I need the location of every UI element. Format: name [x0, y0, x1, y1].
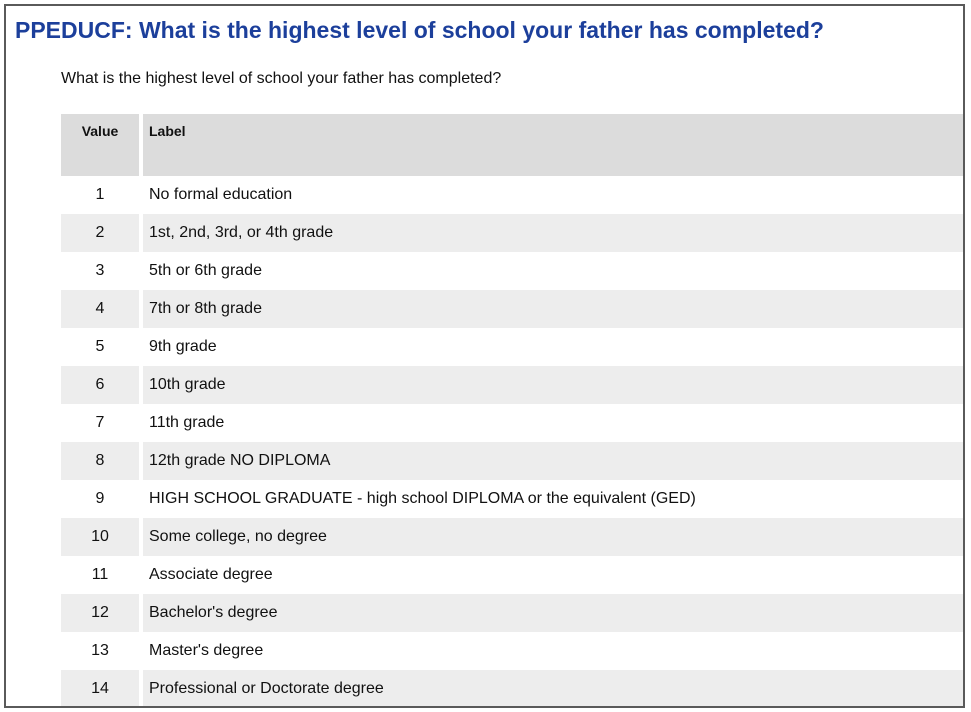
table-row: 3 5th or 6th grade	[61, 252, 963, 290]
row-label: 12th grade NO DIPLOMA	[141, 442, 963, 480]
table-row: 14 Professional or Doctorate degree	[61, 670, 963, 706]
table-row: 13 Master's degree	[61, 632, 963, 670]
row-label: 10th grade	[141, 366, 963, 404]
row-value: 2	[61, 214, 143, 252]
table-row: 6 10th grade	[61, 366, 963, 404]
row-label: Professional or Doctorate degree	[141, 670, 963, 706]
table-row: 1 No formal education	[61, 176, 963, 214]
row-label: 5th or 6th grade	[149, 262, 262, 279]
table-body: 1 No formal education 2 1st, 2nd, 3rd, or 4…	[61, 176, 963, 706]
row-value: 8	[61, 442, 143, 480]
row-label: 9th grade	[149, 338, 217, 355]
row-label: 7th or 8th grade	[141, 290, 963, 328]
row-label: No formal education	[149, 186, 293, 203]
row-label: 1st, 2nd, 3rd, or 4th grade	[141, 214, 963, 252]
table-row: 2 1st, 2nd, 3rd, or 4th grade	[61, 214, 963, 252]
row-label: 11th grade	[149, 414, 225, 431]
row-value: 13	[61, 632, 143, 670]
row-value: 6	[61, 366, 143, 404]
column-header-label: Label	[141, 114, 963, 176]
value-label-table: Value Label 1 No formal education 2 1st, 2n…	[61, 114, 963, 706]
table-row: 5 9th grade	[61, 328, 963, 366]
row-value: 5	[61, 328, 143, 366]
row-value: 14	[61, 670, 143, 706]
row-label: Bachelor's degree	[141, 594, 963, 632]
row-label: Some college, no degree	[141, 518, 963, 556]
table-row: 9 HIGH SCHOOL GRADUATE - high school DIPL…	[61, 480, 963, 518]
row-value: 4	[61, 290, 143, 328]
row-value: 7	[61, 404, 143, 442]
row-label: Associate degree	[149, 566, 273, 583]
table-row: 11 Associate degree	[61, 556, 963, 594]
table-row: 8 12th grade NO DIPLOMA	[61, 442, 963, 480]
variable-panel: PPEDUCF: What is the highest level of sc…	[4, 4, 965, 708]
row-label: HIGH SCHOOL GRADUATE - high school DIPLO…	[149, 490, 696, 507]
row-value: 12	[61, 594, 143, 632]
row-value: 3	[61, 252, 143, 290]
row-value: 1	[61, 176, 143, 214]
row-value: 11	[61, 556, 143, 594]
row-value: 9	[61, 480, 143, 518]
table-header-row: Value Label	[61, 114, 963, 176]
row-value: 10	[61, 518, 143, 556]
table-row: 7 11th grade	[61, 404, 963, 442]
table-row: 12 Bachelor's degree	[61, 594, 963, 632]
table-row: 4 7th or 8th grade	[61, 290, 963, 328]
table-row: 10 Some college, no degree	[61, 518, 963, 556]
question-text: What is the highest level of school your…	[61, 70, 502, 87]
page-title: PPEDUCF: What is the highest level of sc…	[15, 17, 824, 43]
column-header-value: Value	[61, 114, 143, 176]
row-label: Master's degree	[149, 642, 264, 659]
